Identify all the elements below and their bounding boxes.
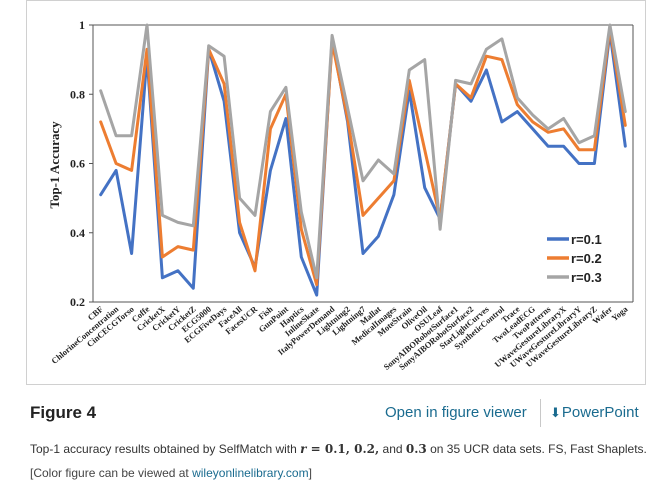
y-axis-label: Top-1 Accuracy (47, 121, 62, 209)
caption-suffix: on 35 UCR data sets. FS, Fast Shaplets. (426, 442, 647, 456)
series-line-2 (99, 27, 627, 287)
x-tick-labels: CBFChlorineConcentrationCinCECGTorsoCoff… (49, 303, 630, 372)
powerpoint-download-link[interactable]: ⬇PowerPoint (550, 404, 639, 421)
figure-caption: Top-1 accuracy results obtained by SelfM… (30, 442, 650, 456)
series-line-3 (99, 23, 627, 280)
x-tick-label: Yoga (609, 303, 630, 323)
y-tick-label: 0.4 (70, 226, 85, 240)
y-tick-labels: 0.2 0.4 0.6 0.8 1 (70, 18, 85, 309)
legend: r=0.1 r=0.2 r=0.3 (547, 232, 602, 285)
figure-footer: Figure 4 Open in figure viewer ⬇PowerPoi… (26, 399, 646, 429)
y-tick-label: 0.2 (70, 295, 85, 309)
y-tick-label: 0.6 (70, 157, 85, 171)
legend-label-3: r=0.3 (571, 270, 602, 285)
series-line-1 (99, 30, 627, 297)
chart-frame: Top-1 Accuracy 0.2 0.4 0.6 0.8 1 CBF Chlorine… (26, 0, 646, 385)
download-icon: ⬇ (550, 405, 561, 420)
credit-suffix: ] (308, 466, 312, 480)
y-tick-label: 1 (79, 18, 85, 32)
axes (89, 24, 634, 303)
caption-r-symbol: r (300, 442, 307, 456)
y-tick-label: 0.8 (70, 87, 85, 101)
color-credit: [Color figure can be viewed at wileyonli… (30, 466, 650, 480)
caption-last-value: 0.3 (405, 442, 427, 456)
series-lines (99, 23, 627, 297)
figure-label: Figure 4 (30, 403, 97, 422)
line-chart: Top-1 Accuracy 0.2 0.4 0.6 0.8 1 CBFChlorine… (47, 18, 634, 372)
powerpoint-label: PowerPoint (561, 404, 639, 421)
open-figure-viewer-link[interactable]: Open in figure viewer (385, 404, 527, 421)
legend-label-1: r=0.1 (571, 232, 602, 247)
legend-label-2: r=0.2 (571, 251, 602, 266)
wiley-link[interactable]: wileyonlinelibrary.com (192, 466, 309, 480)
caption-values: 0.1, 0.2, (324, 442, 380, 456)
x-tick-label: ChlorineConcentration (49, 304, 120, 366)
caption-prefix: Top-1 accuracy results obtained by SelfM… (30, 442, 301, 456)
caption-equals: = (306, 442, 325, 456)
credit-prefix: [Color figure can be viewed at (30, 466, 193, 480)
footer-divider (540, 399, 541, 427)
caption-and: and (379, 442, 406, 456)
